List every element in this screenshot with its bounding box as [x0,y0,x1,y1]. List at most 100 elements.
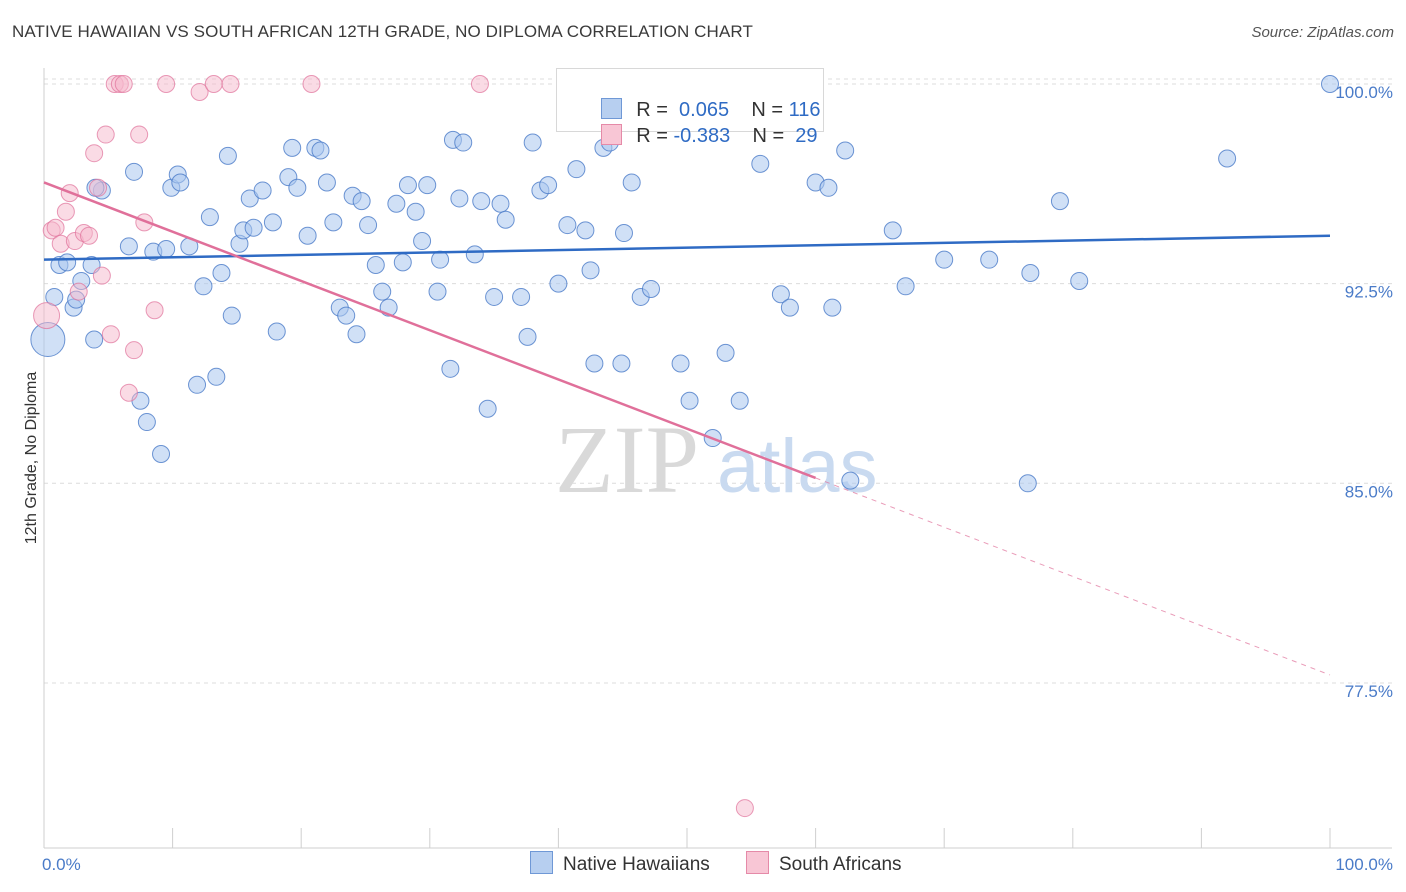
point-native-hawaiians [188,375,207,394]
point-south-africans [89,178,108,197]
point-native-hawaiians [472,192,491,211]
point-south-africans [190,82,209,101]
point-native-hawaiians [671,354,690,373]
point-native-hawaiians [218,146,237,165]
point-native-hawaiians [413,232,432,251]
point-native-hawaiians [406,202,425,221]
point-native-hawaiians [558,216,577,235]
point-native-hawaiians [622,173,641,192]
point-native-hawaiians [298,226,317,245]
series-south-africans [33,74,754,818]
correlation-legend: R = 0.065 N = 116 R = -0.383 N = 29 [556,68,824,147]
legend-n-value: 29 [789,125,818,147]
point-native-hawaiians [730,391,749,410]
point-native-hawaiians [263,213,282,232]
legend-r-label: R = [636,99,668,121]
trend-line-south-africans-extension [815,477,1331,676]
point-native-hawaiians [478,399,497,418]
series-native-hawaiians [30,74,1339,493]
y-tick-label: 77.5% [1345,682,1393,701]
point-native-hawaiians [1018,474,1037,493]
point-native-hawaiians [841,471,860,490]
point-native-hawaiians [1050,192,1069,211]
point-south-africans [204,74,223,93]
point-native-hawaiians [751,154,770,173]
point-south-africans [125,341,144,360]
point-native-hawaiians [207,367,226,386]
point-native-hawaiians [567,160,586,179]
point-south-africans [33,302,61,330]
grid-lines [44,78,1392,684]
watermark-atlas: atlas [717,424,878,509]
point-native-hawaiians [288,178,307,197]
point-south-africans [80,226,99,245]
point-native-hawaiians [823,298,842,317]
y-tick-labels: 100.0% 92.5% 85.0% 77.5% [1335,83,1393,701]
y-tick-label: 100.0% [1335,83,1393,102]
point-native-hawaiians [398,176,417,195]
legend-n-label: N = [752,125,785,147]
watermark: ZIP atlas [555,406,878,513]
watermark-zip: ZIP [555,406,699,513]
legend-row-south-africans: R = -0.383 N = 29 [579,101,818,147]
point-native-hawaiians [512,287,531,306]
bottom-legend-native-hawaiians: Native Hawaiians [530,851,710,876]
point-native-hawaiians [614,224,633,243]
point-native-hawaiians [980,250,999,269]
x-tick-labels: 0.0% 100.0% [42,855,1393,874]
y-tick-label: 85.0% [1345,482,1393,501]
point-native-hawaiians [58,253,77,272]
point-native-hawaiians [244,218,263,237]
point-native-hawaiians [418,176,437,195]
point-native-hawaiians [200,208,219,227]
bottom-legend-swatch-blue [530,851,553,874]
legend-n-label: N = [751,99,784,121]
point-native-hawaiians [171,173,190,192]
point-native-hawaiians [85,330,104,349]
point-native-hawaiians [352,192,371,211]
bottom-legend-swatch-pink [746,851,769,874]
legend-r-value: -0.383 [673,125,731,147]
point-native-hawaiians [137,413,156,432]
point-native-hawaiians [485,287,504,306]
point-native-hawaiians [935,250,954,269]
point-native-hawaiians [283,138,302,157]
point-native-hawaiians [441,359,460,378]
point-native-hawaiians [311,141,330,160]
legend-n-value: 116 [788,99,821,121]
point-native-hawaiians [518,327,537,346]
point-native-hawaiians [373,282,392,301]
point-native-hawaiians [1070,271,1089,290]
point-native-hawaiians [716,343,735,362]
axes [43,68,1392,849]
point-native-hawaiians [347,325,366,344]
trend-line-south-africans [43,181,817,480]
point-native-hawaiians [771,285,790,304]
point-native-hawaiians [819,178,838,197]
point-native-hawaiians [1021,263,1040,282]
point-native-hawaiians [317,173,336,192]
point-native-hawaiians [450,189,469,208]
point-south-africans [302,74,321,93]
point-native-hawaiians [465,245,484,264]
point-south-africans [119,383,138,402]
point-native-hawaiians [454,133,473,152]
legend-row-native-hawaiians: R = 0.065 N = 116 [579,75,820,121]
point-native-hawaiians [337,306,356,325]
trend-lines [43,181,1331,676]
bottom-legend-label: Native Hawaiians [563,854,710,875]
point-south-africans [56,202,75,221]
legend-r-label: R = [636,125,668,147]
point-south-africans [735,799,754,818]
y-axis-label: 12th Grade, No Diploma [23,372,40,545]
chart-source: Source: ZipAtlas.com [1251,24,1394,41]
point-native-hawaiians [393,253,412,272]
point-native-hawaiians [1218,149,1237,168]
bottom-legend-south-africans: South Africans [746,851,902,876]
legend-swatch-blue [601,98,623,119]
point-south-africans [101,325,120,344]
legend-r-value: 0.065 [673,99,730,121]
point-native-hawaiians [576,221,595,240]
point-native-hawaiians [240,189,259,208]
point-native-hawaiians [194,277,213,296]
